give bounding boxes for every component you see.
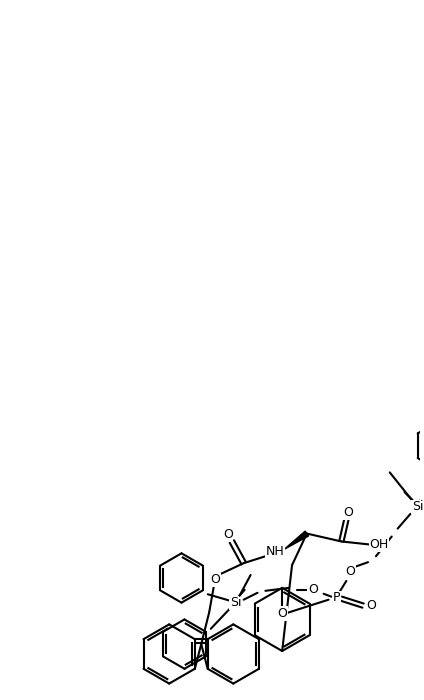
Text: Si: Si (230, 596, 242, 609)
Text: O: O (223, 528, 233, 541)
Text: O: O (210, 573, 220, 587)
Text: OH: OH (369, 538, 388, 551)
Text: Si: Si (412, 500, 423, 513)
Text: NH: NH (266, 545, 285, 558)
Text: O: O (277, 607, 287, 620)
Text: O: O (345, 565, 355, 578)
Text: O: O (343, 506, 353, 519)
Polygon shape (284, 531, 309, 550)
Text: P: P (333, 592, 340, 604)
Text: O: O (366, 599, 376, 612)
Text: O: O (308, 583, 318, 596)
